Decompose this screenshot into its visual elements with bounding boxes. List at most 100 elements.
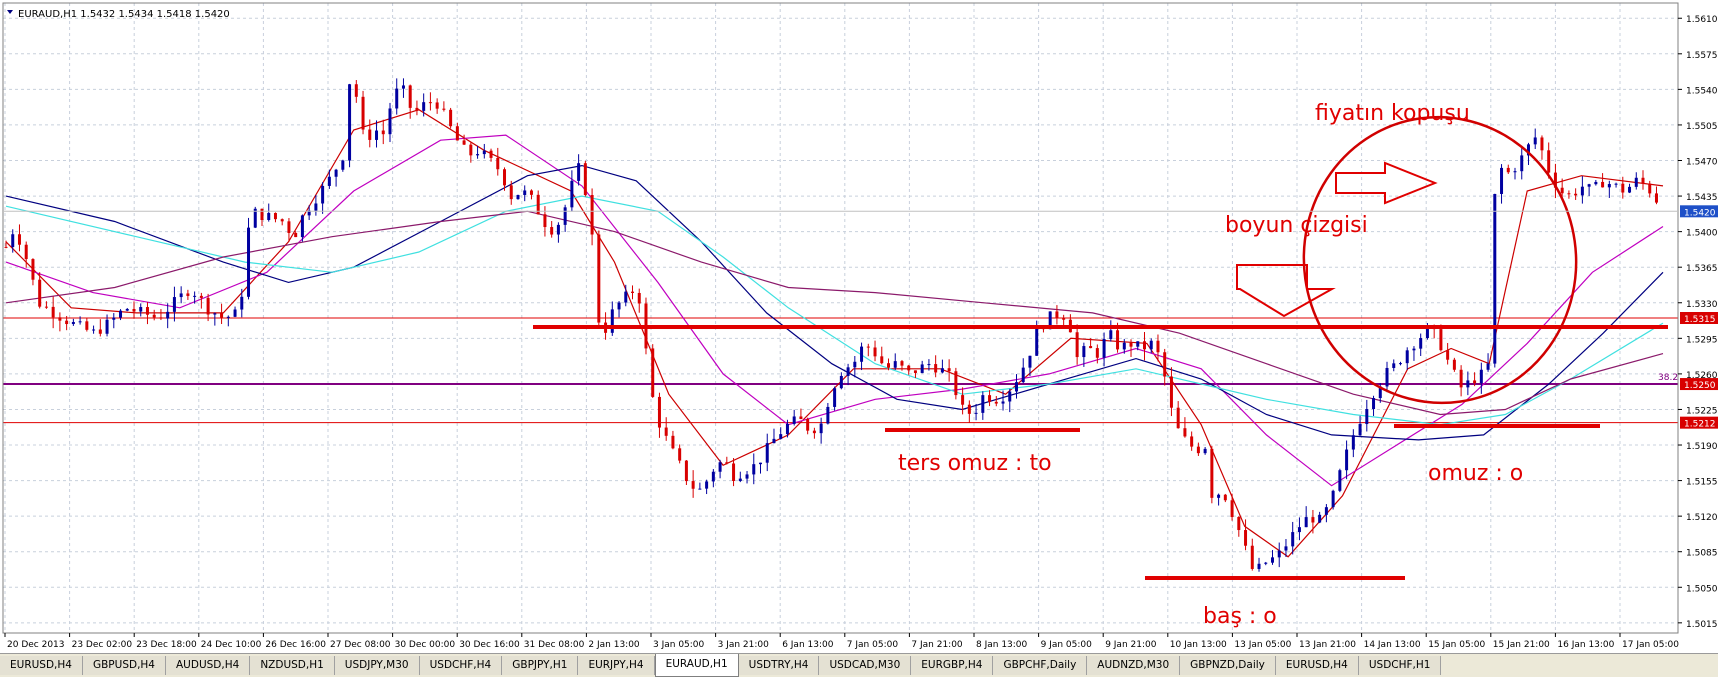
candle-body xyxy=(300,215,304,238)
price-marker xyxy=(1680,378,1718,391)
candle-body xyxy=(395,88,399,109)
candle-body xyxy=(1035,327,1039,356)
candles xyxy=(4,78,1658,572)
candle-body xyxy=(880,356,884,364)
candle-body xyxy=(1574,193,1578,196)
candle-body xyxy=(631,291,635,293)
tab-gbpjpy-h1[interactable]: GBPJPY,H1 xyxy=(502,656,579,675)
candle-body xyxy=(294,232,298,238)
candle-body xyxy=(550,227,554,235)
candle-body xyxy=(186,293,190,296)
candle-body xyxy=(732,463,736,481)
candle-body xyxy=(125,308,129,311)
candle-body xyxy=(428,102,432,104)
tab-usdjpy-m30[interactable]: USDJPY,M30 xyxy=(334,656,420,675)
tab-eurjpy-h4[interactable]: EURJPY,H4 xyxy=(578,656,655,675)
candle-body xyxy=(1190,436,1194,447)
y-tick-label: 1.5225 xyxy=(1686,406,1718,416)
x-tick-label: 13 Jan 05:00 xyxy=(1234,640,1291,650)
down-arrow-icon xyxy=(1236,264,1336,318)
candle-body xyxy=(78,321,82,323)
tab-gbpnzd-daily[interactable]: GBPNZD,Daily xyxy=(1180,656,1276,675)
y-tick-label: 1.5470 xyxy=(1686,158,1718,168)
candle-body xyxy=(38,279,42,307)
candle-body xyxy=(907,365,911,371)
tab-euraud-h1[interactable]: EURAUD,H1 xyxy=(654,654,739,677)
candle-body xyxy=(1533,137,1537,145)
x-tick-label: 3 Jan 21:00 xyxy=(718,640,770,650)
candle-body xyxy=(1082,346,1086,358)
candle-body xyxy=(1001,401,1005,404)
candle-body xyxy=(482,150,486,155)
x-tick-label: 15 Jan 21:00 xyxy=(1493,640,1550,650)
candle-body xyxy=(1439,329,1443,351)
tab-gbpchf-daily[interactable]: GBPCHF,Daily xyxy=(993,656,1088,675)
y-tick-label: 1.5505 xyxy=(1686,122,1718,132)
candle-body xyxy=(1526,144,1530,156)
candle-body xyxy=(819,423,823,434)
price-chart[interactable]: fiyatın kopuşu boyun çizgisi ters omuz :… xyxy=(0,0,1718,653)
candle-body xyxy=(152,314,156,318)
candle-body xyxy=(206,297,210,315)
candle-body xyxy=(1109,330,1113,340)
candle-body xyxy=(1136,341,1140,347)
candle-body xyxy=(435,102,439,109)
candle-body xyxy=(718,462,722,472)
candle-body xyxy=(1553,172,1557,188)
candle-body xyxy=(509,185,513,200)
x-tick-label: 31 Dec 08:00 xyxy=(524,640,585,650)
x-tick-label: 23 Dec 02:00 xyxy=(72,640,133,650)
tab-nzdusd-h1[interactable]: NZDUSD,H1 xyxy=(250,656,335,675)
candle-body xyxy=(887,363,891,368)
tab-eurusd-h4[interactable]: EURUSD,H4 xyxy=(0,656,83,675)
y-tick-label: 1.5085 xyxy=(1686,549,1718,559)
tab-gbpusd-h4[interactable]: GBPUSD,H4 xyxy=(82,656,166,675)
tab-usdcad-m30[interactable]: USDCAD,M30 xyxy=(819,656,912,675)
y-tick-label: 1.5015 xyxy=(1686,620,1718,630)
moving-average-line xyxy=(5,195,1664,426)
x-tick-label: 6 Jan 13:00 xyxy=(782,640,834,650)
candle-body xyxy=(1291,532,1295,547)
candle-body xyxy=(1601,181,1605,188)
candle-body xyxy=(1149,340,1153,350)
candle-body xyxy=(1621,183,1625,193)
tab-usdchf-h1[interactable]: USDCHF,H1 xyxy=(1358,656,1442,675)
candle-body xyxy=(1338,470,1342,491)
candle-body xyxy=(85,321,89,330)
tab-eurusd-h4[interactable]: EURUSD,H4 xyxy=(1275,656,1359,675)
tab-eurgbp-h4[interactable]: EURGBP,H4 xyxy=(911,656,994,675)
candle-body xyxy=(65,320,69,325)
candle-body xyxy=(1520,155,1524,172)
candle-body xyxy=(1021,367,1025,383)
candle-body xyxy=(1277,550,1281,558)
x-tick-label: 8 Jan 13:00 xyxy=(976,640,1028,650)
candle-body xyxy=(1270,557,1274,563)
tab-usdchf-h4[interactable]: USDCHF,H4 xyxy=(419,656,503,675)
candle-body xyxy=(449,109,453,127)
symbol-info: EURAUD,H1 1.5432 1.5434 1.5418 1.5420 xyxy=(18,9,230,20)
collapse-triangle-icon[interactable] xyxy=(7,10,13,14)
y-tick-label: 1.5190 xyxy=(1686,442,1718,452)
candle-body xyxy=(981,395,985,413)
x-tick-label: 26 Dec 16:00 xyxy=(265,640,326,650)
x-tick-label: 20 Dec 2013 xyxy=(7,640,65,650)
current-price-label: 1.5420 xyxy=(1684,208,1716,218)
y-axis: 1.5610 1.5575 1.5540 1.5505 1.5470 1.5435 1.54… xyxy=(1678,15,1718,630)
candle-body xyxy=(961,395,965,405)
candle-body xyxy=(253,208,257,228)
candle-body xyxy=(705,481,709,489)
candle-body xyxy=(523,190,527,195)
tab-usdtry-h4[interactable]: USDTRY,H4 xyxy=(738,656,820,675)
y-tick-label: 1.5400 xyxy=(1686,229,1718,239)
tab-audnzd-m30[interactable]: AUDNZD,M30 xyxy=(1087,656,1181,675)
candle-body xyxy=(1095,348,1099,358)
candle-body xyxy=(1324,507,1328,515)
candle-body xyxy=(812,430,816,434)
candle-body xyxy=(1055,311,1059,318)
candle-body xyxy=(442,108,446,110)
candle-body xyxy=(1425,325,1429,339)
tab-audusd-h4[interactable]: AUDUSD,H4 xyxy=(166,656,251,675)
candle-body xyxy=(1176,407,1180,429)
candle-body xyxy=(172,297,176,312)
candle-body xyxy=(199,295,203,298)
